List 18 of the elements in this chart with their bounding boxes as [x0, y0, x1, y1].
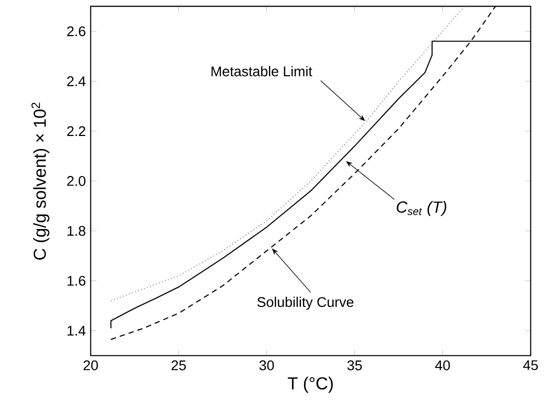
- x-tick-label: 20: [84, 360, 98, 370]
- x-tick-label: 45: [523, 360, 538, 370]
- annotation: Metastable Limit: [212, 66, 312, 76]
- y-tick-label: 1.6: [68, 276, 86, 286]
- y-tick-label: 1.8: [68, 226, 86, 236]
- annotation: C$_{set}$ (T): [396, 200, 446, 216]
- y-tick-label: 2.2: [67, 126, 86, 136]
- x-tick-label: 25: [172, 360, 186, 370]
- y-axis-title: C (g/g solvent) × 10$^{2}$: [31, 102, 50, 260]
- x-tick-label: 40: [435, 360, 450, 370]
- x-axis-title: T (°C): [288, 376, 333, 393]
- y-tick-label: 2.0: [67, 176, 86, 186]
- annotation: Solubility Curve: [257, 296, 354, 310]
- y-tick-label: 2.6: [67, 26, 86, 36]
- x-tick-label: 35: [347, 360, 362, 370]
- y-tick-label: 1.4: [68, 326, 86, 336]
- x-tick-label: 30: [259, 360, 274, 370]
- y-tick-label: 2.4: [67, 76, 86, 86]
